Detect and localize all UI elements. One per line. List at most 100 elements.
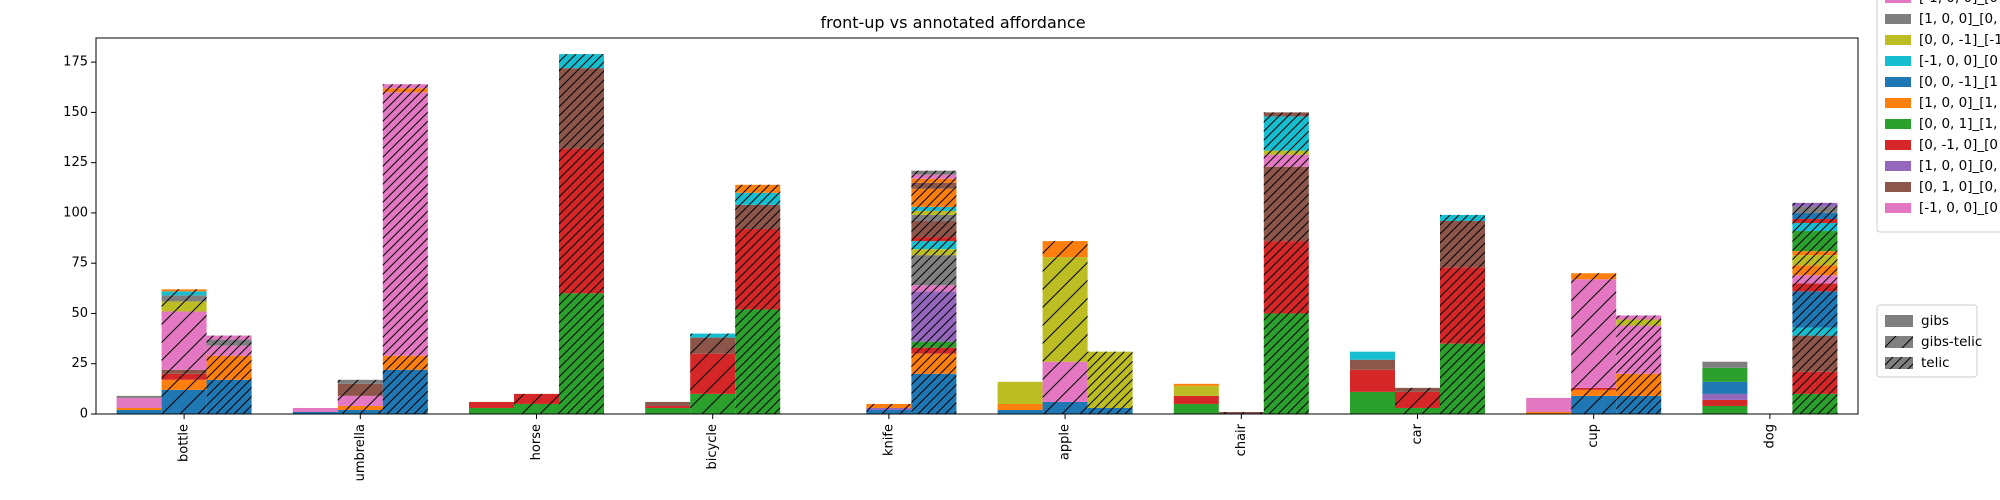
bar-hatch-dog-telic bbox=[1792, 275, 1838, 284]
bar-segment-apple-gibs bbox=[997, 403, 1043, 410]
bar-hatch-apple-gibs-telic bbox=[1042, 257, 1088, 362]
bar-hatch-knife-telic bbox=[911, 347, 957, 354]
bar-hatch-umbrella-telic bbox=[382, 355, 428, 370]
hatch-legend: gibs gibs-telic telic bbox=[1876, 304, 1982, 378]
bar-segment-dog-gibs bbox=[1702, 381, 1748, 394]
series-legend-label: [0, -1, 0]_[0 bbox=[1919, 137, 1998, 153]
series-legend-label: [0, 0, -1]_[-1 bbox=[1919, 32, 2000, 48]
bar-hatch-bottle-telic bbox=[206, 355, 252, 380]
bar-hatch-umbrella-telic bbox=[382, 88, 428, 93]
bar-hatch-dog-telic bbox=[1792, 335, 1838, 372]
bar-hatch-knife-telic bbox=[911, 291, 957, 342]
bar-hatch-umbrella-telic bbox=[382, 92, 428, 356]
bar-hatch-cup-gibs-telic bbox=[1571, 395, 1617, 414]
bar-hatch-horse-gibs-telic bbox=[514, 393, 559, 404]
hatch-legend-label: gibs bbox=[1921, 313, 1949, 329]
bar-hatch-bottle-telic bbox=[206, 379, 252, 414]
bar-hatch-bicycle-telic bbox=[735, 309, 781, 414]
bar-hatch-bicycle-gibs-telic bbox=[690, 337, 736, 354]
bar-hatch-knife-gibs-telic bbox=[866, 407, 912, 410]
series-legend-swatch bbox=[1885, 161, 1911, 171]
series-legend-swatch bbox=[1885, 56, 1911, 66]
bar-hatch-dog-telic bbox=[1792, 206, 1838, 213]
bar-hatch-knife-telic bbox=[911, 255, 957, 286]
bar-hatch-apple-gibs-telic bbox=[1042, 361, 1088, 402]
bar-hatch-chair-telic bbox=[1263, 313, 1309, 414]
bar-hatch-knife-telic bbox=[911, 373, 957, 414]
bar-hatch-dog-telic bbox=[1792, 327, 1838, 336]
series-legend-label: [1, 0, 0]_[1, bbox=[1919, 95, 1997, 111]
plot-area bbox=[116, 54, 1838, 414]
bar-hatch-cup-telic bbox=[1616, 325, 1662, 374]
bar-hatch-umbrella-telic bbox=[382, 369, 428, 414]
series-legend-label: [-1, 0, 0]_[0 bbox=[1919, 53, 1998, 69]
bar-hatch-chair-telic bbox=[1263, 150, 1309, 155]
series-legend-label: [0, 0, -1]_[1 bbox=[1919, 74, 1998, 90]
bar-hatch-knife-telic bbox=[911, 353, 957, 374]
hatch-legend-swatch bbox=[1885, 315, 1913, 327]
bar-hatch-cup-gibs-telic bbox=[1571, 273, 1617, 280]
bar-segment-horse-gibs bbox=[469, 407, 514, 414]
bar-segment-cup-gibs bbox=[1526, 411, 1572, 414]
series-legend-label: [0, 0, 1]_[1, bbox=[1919, 116, 1997, 132]
bar-hatch-knife-telic bbox=[911, 214, 957, 221]
bar-hatch-apple-telic bbox=[1087, 351, 1133, 408]
bar-segment-chair-gibs bbox=[1173, 395, 1219, 404]
series-legend-swatch bbox=[1885, 203, 1911, 213]
bar-hatch-horse-telic bbox=[559, 54, 604, 69]
bar-hatch-car-telic bbox=[1440, 343, 1485, 414]
bar-hatch-bottle-telic bbox=[206, 345, 252, 356]
series-legend-label: [0, 1, 0]_[0, bbox=[1919, 179, 1997, 195]
bar-hatch-knife-telic bbox=[911, 210, 957, 215]
bar-segment-bottle-gibs bbox=[116, 395, 162, 398]
bar-hatch-apple-telic bbox=[1087, 407, 1133, 414]
bar-hatch-umbrella-gibs-telic bbox=[337, 395, 383, 406]
bar-hatch-car-gibs-telic bbox=[1395, 407, 1440, 414]
x-tick-label: knife bbox=[881, 424, 896, 456]
bar-segment-bottle-gibs bbox=[116, 397, 162, 408]
x-tick-label: cup bbox=[1586, 424, 1601, 448]
y-axis: 0 25 50 75 100 125 150 175 bbox=[63, 55, 96, 422]
bar-segment-car-gibs bbox=[1350, 359, 1395, 370]
bar-segment-umbrella-gibs bbox=[292, 411, 338, 414]
bar-segment-dog-gibs bbox=[1702, 405, 1748, 414]
bar-hatch-knife-telic bbox=[911, 188, 957, 207]
bar-hatch-bottle-gibs-telic bbox=[161, 379, 207, 390]
bar-hatch-dog-telic bbox=[1792, 371, 1838, 394]
bar-hatch-bicycle-telic bbox=[735, 192, 781, 205]
series-legend: [-1, 0, 0]_[0 [1, 0, 0]_[0, [0, 0, -1]_[-1… bbox=[1876, 0, 2000, 233]
hatch-legend-pattern bbox=[1885, 357, 1913, 369]
bar-hatch-bottle-telic bbox=[206, 339, 252, 346]
bar-hatch-horse-telic bbox=[559, 148, 604, 294]
bar-hatch-bottle-gibs-telic bbox=[161, 301, 207, 312]
x-tick-label: horse bbox=[529, 424, 544, 460]
bar-hatch-car-gibs-telic bbox=[1395, 387, 1440, 392]
bar-segment-apple-gibs bbox=[997, 409, 1043, 414]
hatch-legend-pattern bbox=[1885, 336, 1913, 348]
bar-hatch-umbrella-gibs-telic bbox=[337, 383, 383, 396]
x-tick-label: apple bbox=[1058, 424, 1073, 460]
bar-hatch-chair-telic bbox=[1263, 241, 1309, 314]
bar-hatch-horse-gibs-telic bbox=[514, 403, 559, 414]
y-tick-label: 175 bbox=[63, 55, 88, 70]
bar-hatch-cup-gibs-telic bbox=[1571, 279, 1617, 388]
y-tick-label: 100 bbox=[63, 205, 88, 220]
y-tick-label: 125 bbox=[63, 155, 88, 170]
bar-segment-horse-gibs bbox=[469, 401, 514, 408]
bar-hatch-knife-telic bbox=[911, 249, 957, 256]
x-axis: bottle umbrella horse bicycle knife apple chai… bbox=[177, 414, 1777, 481]
bar-hatch-dog-telic bbox=[1792, 251, 1838, 256]
bar-hatch-car-telic bbox=[1440, 220, 1485, 268]
hatch-legend-label: gibs-telic bbox=[1921, 334, 1982, 350]
bar-segment-chair-gibs bbox=[1173, 383, 1219, 386]
bar-hatch-dog-telic bbox=[1792, 291, 1838, 328]
y-tick-label: 75 bbox=[71, 256, 88, 271]
bar-segment-car-gibs bbox=[1350, 351, 1395, 360]
bar-hatch-dog-telic bbox=[1792, 265, 1838, 276]
bar-hatch-bottle-gibs-telic bbox=[161, 311, 207, 370]
x-tick-label: bottle bbox=[177, 424, 192, 462]
bar-hatch-chair-telic bbox=[1263, 154, 1309, 167]
bar-hatch-knife-telic bbox=[911, 341, 957, 348]
bar-segment-car-gibs bbox=[1350, 391, 1395, 414]
